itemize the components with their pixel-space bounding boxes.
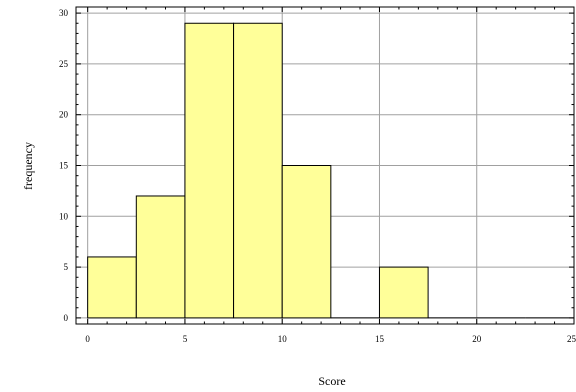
histogram-bar	[184, 22, 235, 319]
y-tick-label: 0	[64, 313, 69, 323]
histogram-bar	[281, 165, 332, 319]
y-tick-label: 15	[59, 161, 69, 171]
histogram-bar	[233, 22, 283, 319]
histogram-bars	[87, 22, 574, 319]
tick-labels: 0 5 10 15 20 25 30 0 5 10 15 20 25	[59, 8, 576, 344]
histogram-bar	[87, 256, 137, 319]
x-axis-label: Score	[318, 374, 345, 388]
histogram-bar	[378, 266, 429, 319]
y-tick-label: 25	[59, 59, 69, 69]
y-tick-label: 30	[59, 8, 69, 18]
x-tick-label: 5	[183, 334, 188, 344]
x-tick-label: 20	[472, 334, 482, 344]
x-tick-label: 25	[567, 334, 576, 344]
histogram-bar	[135, 195, 186, 319]
axis-ticks	[76, 7, 575, 324]
x-tick-label: 10	[278, 334, 288, 344]
x-tick-label: 15	[375, 334, 385, 344]
y-tick-label: 5	[64, 262, 69, 272]
y-tick-label: 10	[59, 211, 69, 221]
y-tick-label: 20	[59, 110, 69, 120]
x-tick-label: 0	[85, 334, 90, 344]
y-axis-label: frequency	[21, 142, 35, 190]
